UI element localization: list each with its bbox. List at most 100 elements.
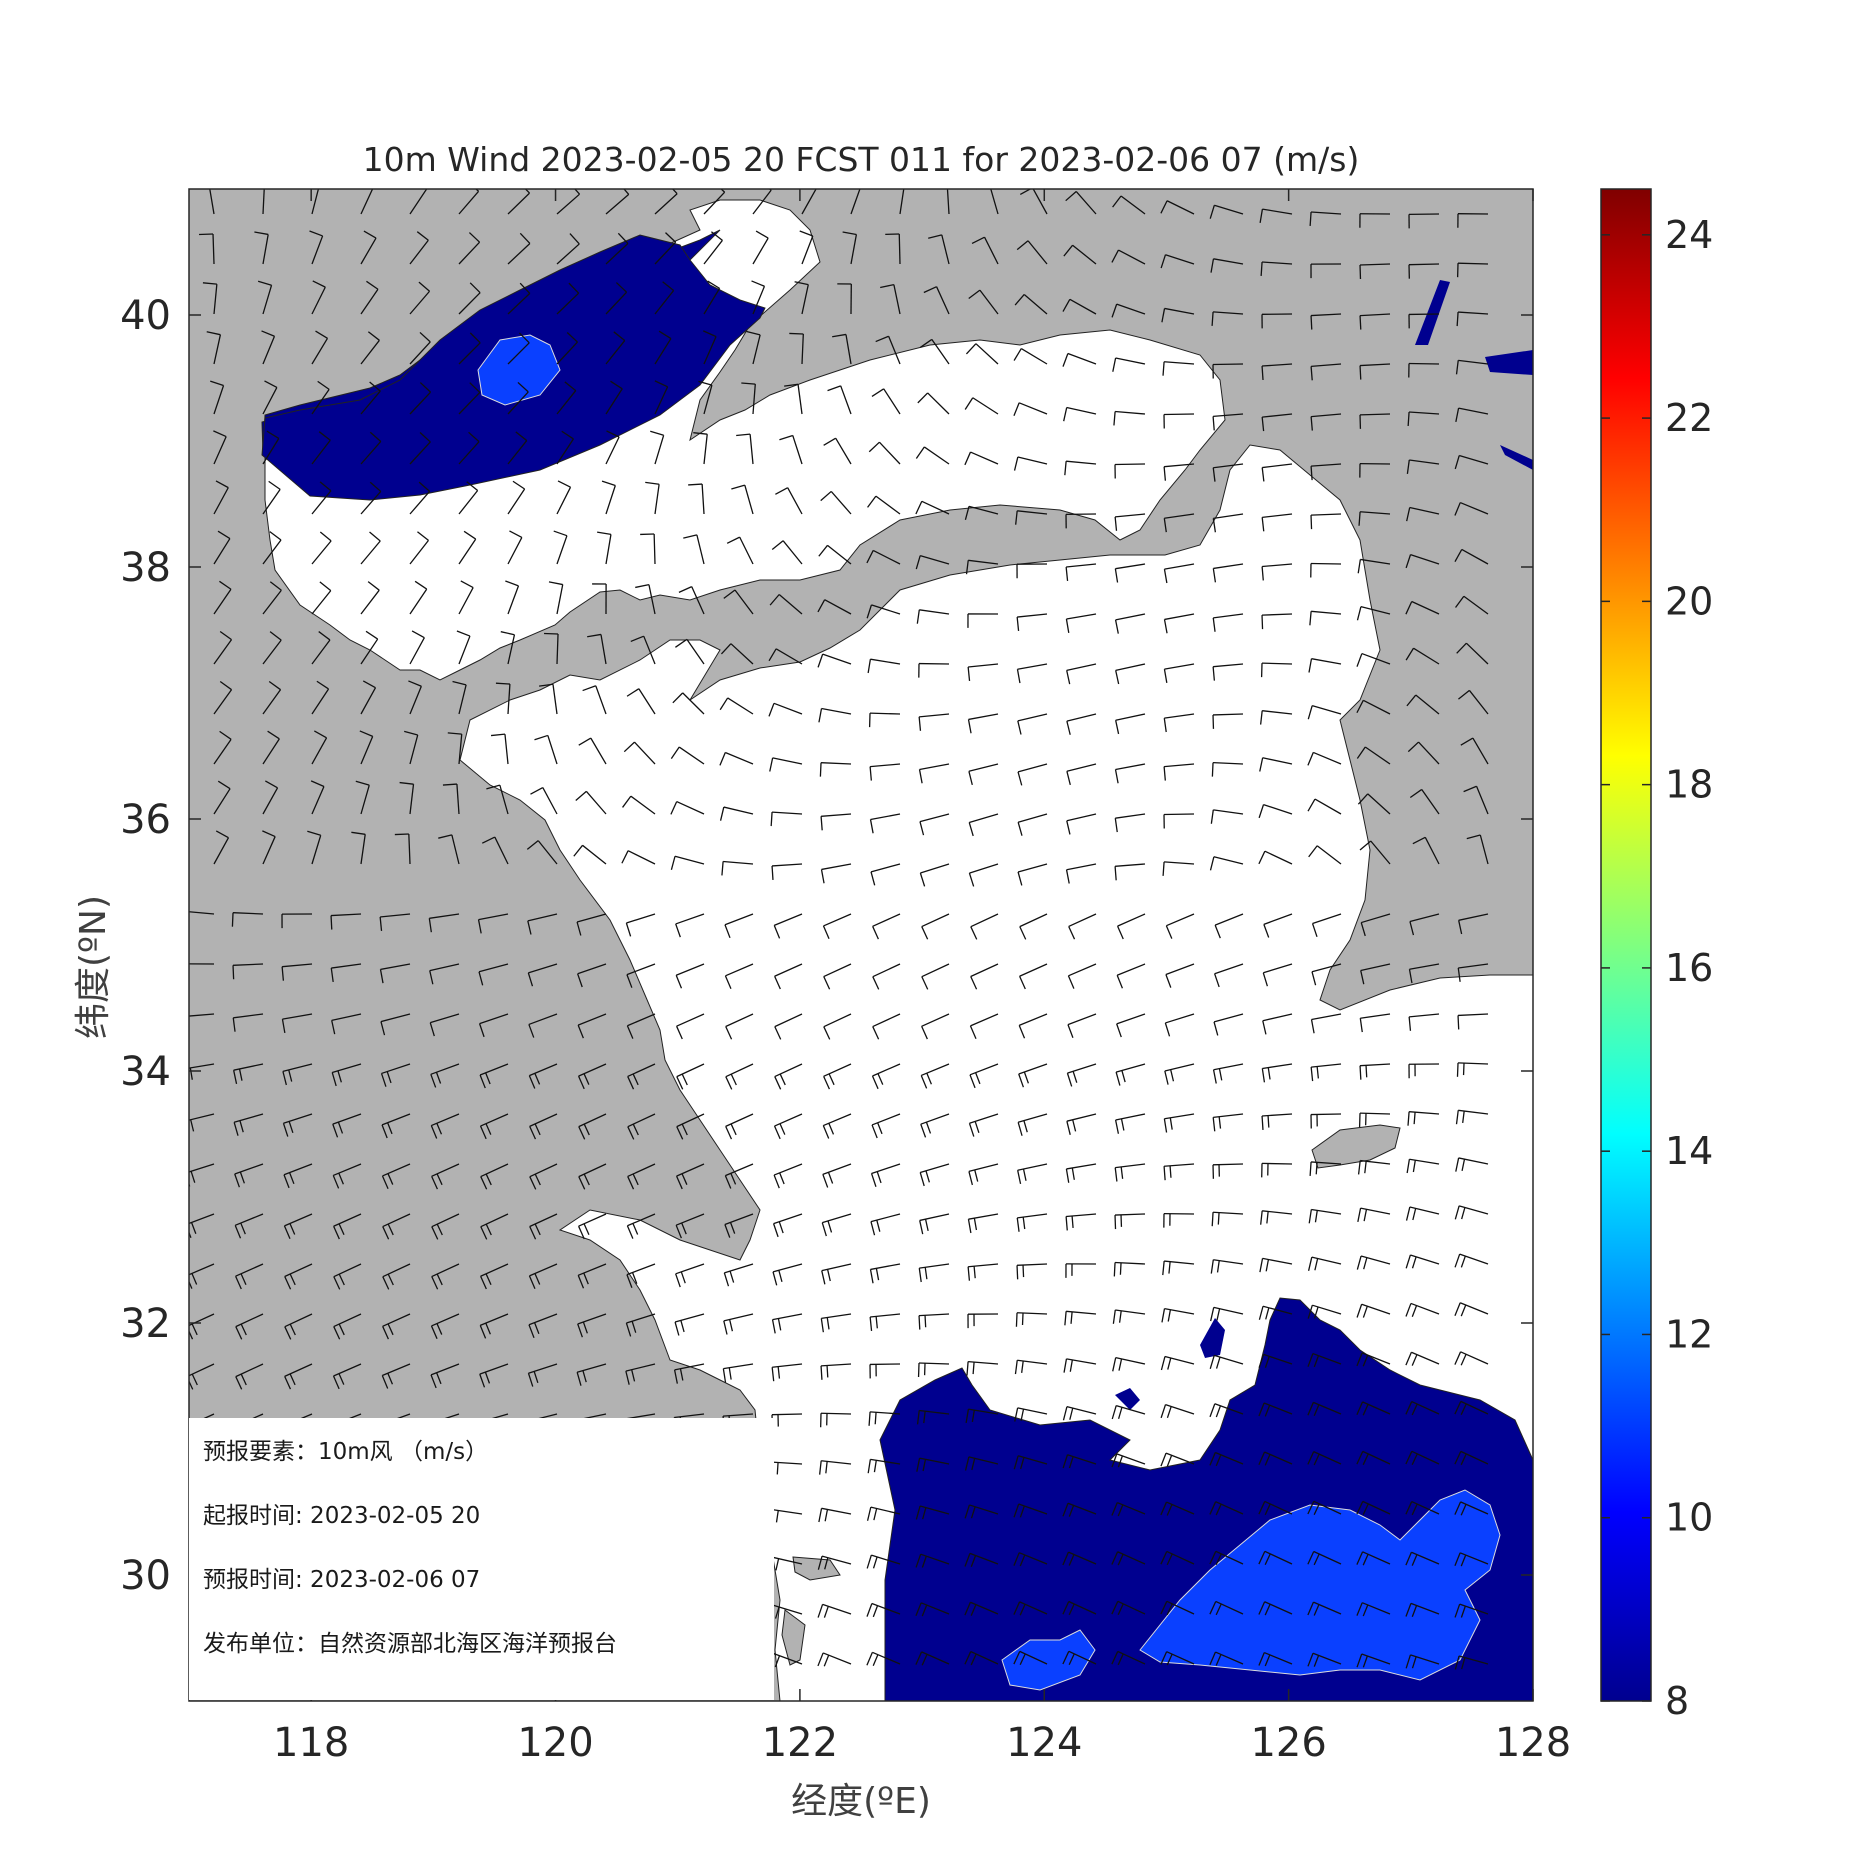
wind-barb	[232, 1013, 264, 1032]
wind-barb	[1017, 863, 1048, 886]
wind-barb	[529, 1113, 558, 1140]
wind-barb	[478, 1013, 509, 1038]
wind-barb	[578, 1163, 607, 1190]
wind-barb	[794, 281, 809, 315]
wind-barb	[1066, 1113, 1097, 1135]
wind-barb	[724, 963, 754, 989]
wind-barb	[1408, 963, 1440, 984]
wind-barb	[1209, 1651, 1244, 1666]
wind-barb	[233, 1063, 264, 1085]
wind-barb	[1405, 1602, 1440, 1617]
wind-barb	[430, 1313, 460, 1340]
wind-barb	[1408, 362, 1440, 378]
wind-barb	[1455, 1157, 1489, 1172]
wind-barb	[1212, 1113, 1244, 1132]
wind-barb	[725, 1113, 754, 1140]
x-axis: 118 120 122 124 126 128	[273, 189, 1571, 1766]
wind-barb	[1016, 1263, 1048, 1280]
wind-barb	[774, 1063, 803, 1090]
wind-barb	[1258, 1500, 1293, 1516]
wind-barb	[1013, 1650, 1048, 1666]
wind-barb	[731, 484, 754, 515]
wind-barb	[262, 680, 282, 715]
wind-barb	[1163, 613, 1195, 634]
wind-barb	[769, 594, 803, 615]
wind-barb	[1307, 1550, 1342, 1566]
wind-barb	[332, 1163, 362, 1189]
wind-barb	[1409, 788, 1440, 815]
wind-barb	[1162, 361, 1195, 376]
wind-barb	[1261, 1162, 1293, 1178]
y-tick-label: 38	[120, 545, 171, 591]
wind-barb	[526, 840, 558, 865]
wind-barb	[1212, 713, 1244, 729]
wind-barb	[915, 500, 950, 515]
wind-barb	[725, 1013, 754, 1040]
wind-barb	[409, 281, 431, 315]
wind-barb	[1162, 1260, 1195, 1276]
wind-barb	[235, 1363, 264, 1390]
wind-barb	[1111, 1404, 1146, 1420]
wind-barb	[1163, 563, 1195, 584]
wind-barb	[1114, 863, 1146, 881]
wind-barb	[869, 1263, 901, 1284]
wind-barb	[921, 913, 950, 940]
wind-barb	[355, 780, 370, 815]
wind-barb	[921, 1013, 950, 1040]
wind-barb	[408, 680, 422, 715]
wind-barb	[597, 531, 612, 565]
wind-barb	[283, 1213, 313, 1239]
wind-barb	[866, 1554, 901, 1569]
wind-barb	[1258, 803, 1293, 819]
wind-barb	[1360, 963, 1391, 985]
wind-barb	[832, 333, 852, 365]
wind-barb	[399, 781, 415, 815]
wind-barb	[654, 281, 675, 315]
wind-barb	[675, 1213, 705, 1239]
wind-barb	[1114, 1163, 1146, 1182]
wind-barb	[592, 583, 607, 615]
wind-barb	[360, 280, 379, 315]
wind-barb	[1213, 963, 1244, 988]
wind-barb	[1261, 613, 1293, 630]
wind-barb	[382, 1263, 411, 1290]
wind-barb	[771, 863, 803, 880]
wind-barb	[1066, 713, 1097, 735]
wind-barb	[1209, 1354, 1244, 1369]
wind-barb	[917, 1362, 950, 1378]
wind-barb	[1163, 713, 1195, 733]
wind-barb	[719, 751, 754, 766]
wind-barb	[382, 1313, 411, 1340]
wind-barb	[772, 1263, 803, 1286]
wind-barb	[872, 1013, 901, 1040]
wind-barb	[1307, 1451, 1342, 1466]
wind-barb	[702, 330, 717, 365]
wind-barb	[1210, 1259, 1244, 1274]
wind-barb	[688, 483, 705, 515]
wind-barb	[381, 1113, 411, 1139]
wind-barb	[1457, 1013, 1489, 1030]
wind-barb	[772, 1213, 803, 1238]
wind-barb	[866, 604, 901, 619]
wind-barb	[1454, 454, 1489, 470]
wind-barb	[917, 392, 950, 415]
wind-barb	[527, 1363, 558, 1387]
wind-barb	[577, 1063, 607, 1090]
wind-barb	[573, 844, 607, 865]
wind-barb	[1114, 463, 1146, 479]
wind-barb	[528, 1063, 558, 1089]
wind-barb	[673, 1363, 705, 1384]
wind-barb	[968, 1163, 999, 1186]
wind-barb	[577, 1263, 607, 1289]
wind-barb	[921, 963, 950, 990]
wind-barb	[1258, 850, 1293, 865]
wind-barb	[1259, 710, 1293, 725]
wind-barb	[654, 380, 669, 415]
wind-barb	[675, 913, 705, 938]
wind-barb	[1160, 1600, 1195, 1616]
wind-barb	[1310, 313, 1342, 330]
wind-barb	[1112, 1356, 1146, 1372]
wind-barb	[1258, 1601, 1293, 1616]
wind-barb	[866, 1651, 901, 1666]
wind-barb	[1114, 813, 1146, 833]
